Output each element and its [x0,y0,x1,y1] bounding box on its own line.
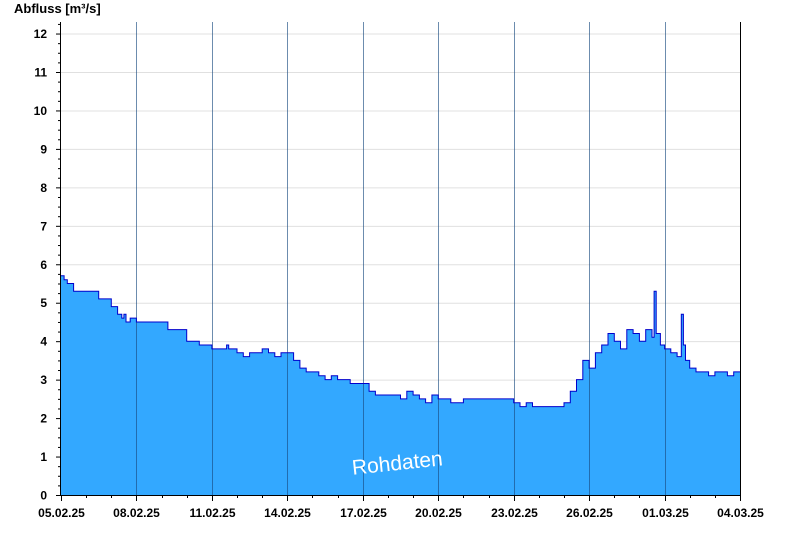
day-separators [136,22,666,495]
x-tick-label: 01.03.25 [642,506,689,520]
y-tick-label: 7 [40,219,47,233]
x-tick-label: 14.02.25 [264,506,311,520]
x-tick-label: 05.02.25 [38,506,85,520]
y-tick-label: 0 [40,489,47,503]
y-tick-label: 1 [40,450,47,464]
x-tick-label: 11.02.25 [189,506,235,520]
x-tick-label: 26.02.25 [566,506,613,520]
y-tick-label: 8 [40,181,47,195]
y-tick-label: 2 [40,412,47,426]
y-tick-label: 9 [40,142,47,156]
x-tick-label: 17.02.25 [340,506,387,520]
y-tick-label: 5 [40,296,47,310]
x-tick-label: 20.02.25 [415,506,462,520]
y-tick-label: 10 [34,104,48,118]
x-tick-label: 23.02.25 [491,506,538,520]
discharge-area [61,275,740,495]
y-tick-label: 4 [40,335,47,349]
x-tick-label: 08.02.25 [113,506,160,520]
discharge-line [61,275,740,408]
y-tick-label: 3 [40,373,47,387]
y-tick-label: 12 [34,27,48,41]
x-ticks: 05.02.25 08.02.25 11.02.25 14.02.25 17.02.25… [38,495,764,520]
x-tick-label: 04.03.25 [717,506,764,520]
y-tick-label: 6 [40,258,47,272]
y-tick-label: 11 [34,65,47,79]
y-axis-label: Abfluss [m³/s] [14,1,101,16]
